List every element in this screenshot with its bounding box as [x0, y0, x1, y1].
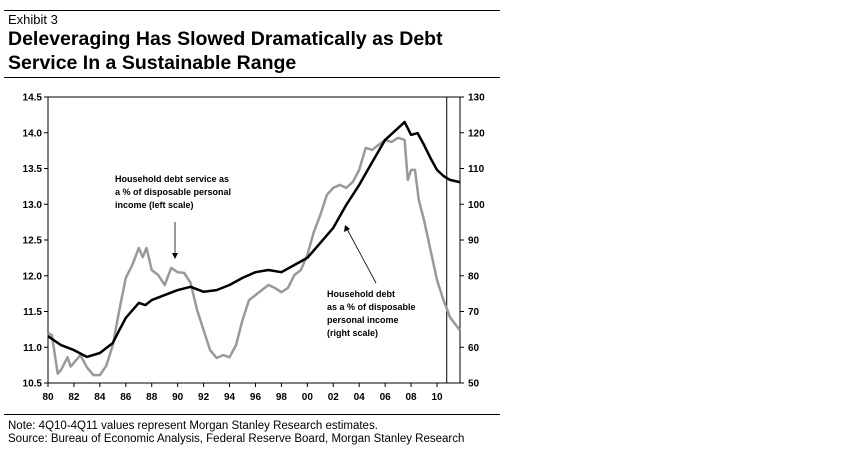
annotation-debt-service-arrowhead: [172, 253, 178, 259]
annotation-household-debt-line: (right scale): [327, 328, 378, 338]
annotation-household-debt-arrow: [346, 228, 377, 284]
y-right-tick-label: 120: [468, 128, 485, 139]
chart-title: Deleveraging Has Slowed Dramatically as …: [8, 27, 498, 75]
annotation-household-debt-line: Household debt: [327, 289, 395, 299]
x-tick-label: 10: [431, 392, 443, 403]
x-tick-label: 82: [68, 392, 80, 403]
top-rule: [4, 10, 500, 11]
note-text: Note: 4Q10-4Q11 values represent Morgan …: [8, 420, 378, 432]
household-debt-line: [47, 120, 460, 359]
chart-title-line-1: Deleveraging Has Slowed Dramatically as …: [8, 28, 443, 50]
x-tick-label: 90: [172, 392, 184, 403]
annotation-layer: Household debt service as a % of disposab…: [115, 174, 416, 338]
footnotes: Note: 4Q10-4Q11 values represent Morgan …: [8, 420, 464, 446]
annotation-household-debt-line: as a % of disposable: [327, 302, 416, 312]
x-tick-label: 86: [120, 392, 132, 403]
y-right-tick-label: 110: [468, 164, 485, 175]
title-rule: [4, 77, 500, 78]
y-left-tick-label: 13.5: [23, 164, 43, 175]
y-right-tick-label: 90: [468, 236, 480, 247]
x-tick-label: 80: [42, 392, 54, 403]
x-tick-label: 96: [250, 392, 262, 403]
x-tick-label: 06: [380, 392, 392, 403]
y-left-tick-label: 14.0: [23, 128, 43, 139]
x-tick-label: 98: [276, 392, 288, 403]
y-left-tick-label: 14.5: [23, 93, 43, 104]
y-right-tick-label: 70: [468, 307, 480, 318]
y-left-tick-label: 11.0: [23, 343, 42, 354]
annotation-debt-service-line: a % of disposable personal: [115, 187, 231, 197]
x-tick-label: 92: [198, 392, 210, 403]
annotation-household-debt: Household debt as a % of disposable person…: [327, 289, 416, 338]
x-tick-label: 08: [406, 392, 418, 403]
annotation-debt-service: Household debt service as a % of disposab…: [115, 174, 231, 210]
x-tick-label: 84: [94, 392, 106, 403]
exhibit-label: Exhibit 3: [8, 12, 58, 27]
bottom-rule: [4, 414, 500, 415]
annotation-household-debt-arrowhead: [344, 225, 350, 232]
debt-service-line: [47, 136, 461, 377]
chart-title-line-2: Service In a Sustainable Range: [8, 52, 297, 74]
x-tick-label: 00: [302, 392, 314, 403]
annotation-household-debt-line: personal income: [327, 315, 399, 325]
x-tick-label: 88: [146, 392, 158, 403]
y-right-tick-label: 130: [468, 93, 485, 104]
y-left-tick-label: 13.0: [23, 200, 43, 211]
y-left-tick-label: 10.5: [23, 379, 43, 390]
y-right-tick-label: 50: [468, 379, 480, 390]
annotation-debt-service-line: Household debt service as: [115, 174, 229, 184]
annotation-debt-service-line: income (left scale): [115, 200, 194, 210]
y-right-tick-label: 100: [468, 200, 485, 211]
source-text: Source: Bureau of Economic Analysis, Fed…: [8, 433, 465, 445]
y-right-tick-label: 60: [468, 343, 480, 354]
x-tick-label: 02: [328, 392, 340, 403]
axes: 10.5 11.0 11.5 12.0 12.5 13.0 13.5 14.0 14.5 50 60…: [23, 93, 486, 404]
x-tick-label: 04: [354, 392, 366, 403]
y-left-tick-label: 11.5: [23, 307, 42, 318]
y-left-tick-label: 12.0: [23, 271, 43, 282]
series-layer: [47, 120, 461, 377]
y-right-tick-label: 80: [468, 271, 480, 282]
y-left-tick-label: 12.5: [23, 236, 43, 247]
x-tick-label: 94: [224, 392, 236, 403]
